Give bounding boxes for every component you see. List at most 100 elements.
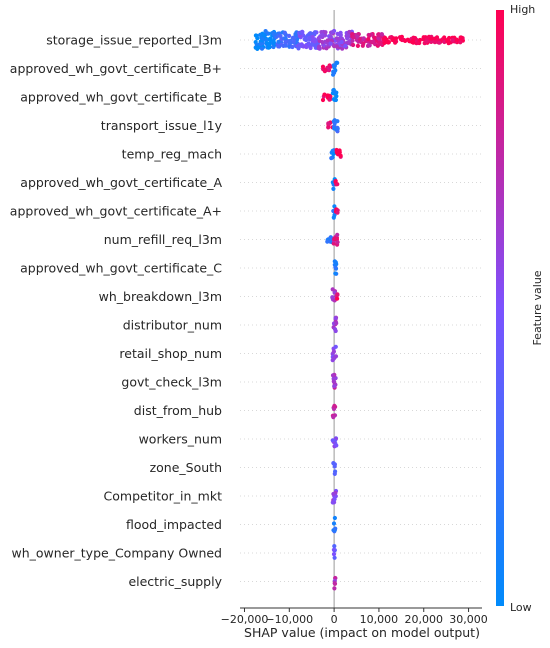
feature-label: retail_shop_num [119, 346, 222, 361]
shap-dot [335, 292, 340, 297]
shap-dot [385, 39, 390, 44]
shap-dot [316, 46, 321, 51]
feature-label: approved_wh_govt_certificate_B+ [10, 61, 222, 76]
shap-dot [331, 215, 336, 220]
shap-dot [366, 36, 371, 42]
shap-dot [413, 36, 418, 41]
shap-dot [263, 29, 268, 34]
shap-dot [322, 92, 327, 97]
shap-dot [287, 44, 292, 49]
shap-dot [331, 241, 336, 246]
shap-dot [255, 45, 260, 50]
shap-dot [310, 42, 315, 47]
feature-label: wh_breakdown_l3m [99, 289, 222, 304]
shap-dot [339, 39, 344, 45]
shap-dot [333, 90, 338, 95]
shap-dot [331, 552, 337, 557]
shap-dot [332, 586, 337, 591]
x-axis: −20,000−10,000 0 10,000 20,000 30,000 [221, 607, 488, 626]
shap-dot [332, 63, 337, 69]
shap-dot [347, 29, 352, 35]
shap-dot [331, 69, 336, 74]
shap-dot [410, 39, 415, 45]
shap-dot [335, 240, 340, 245]
shap-dot [332, 497, 337, 502]
feature-label: num_refill_req_l3m [104, 232, 222, 247]
shap-dot [331, 97, 336, 102]
shap-dot [333, 376, 338, 381]
shap-dot [381, 37, 386, 42]
feature-label: electric_supply [128, 574, 222, 589]
shap-dot [333, 316, 338, 321]
shap-dot [405, 37, 410, 42]
shap-dot [308, 45, 313, 51]
shap-dot [333, 271, 338, 276]
x-tick-label: 30,000 [449, 613, 488, 626]
feature-label: wh_owner_type_Company Owned [12, 546, 223, 561]
shap-dot [291, 39, 297, 44]
shap-dot [323, 68, 328, 73]
shap-dot [276, 44, 281, 49]
shap-dot [424, 39, 429, 44]
shap-dot [309, 31, 314, 36]
shap-dot [331, 186, 336, 191]
shap-dot [367, 43, 372, 48]
shap-dot [333, 344, 338, 349]
colorbar: High Low Feature value [496, 3, 544, 614]
shap-dot [333, 265, 338, 270]
feature-label: Competitor_in_mkt [104, 489, 223, 504]
shap-dot [361, 41, 366, 46]
shap-dot [258, 32, 263, 37]
shap-dot [379, 32, 384, 37]
shap-dot [325, 239, 330, 244]
x-axis-title: SHAP value (impact on model output) [244, 625, 480, 640]
shap-dot [338, 33, 343, 38]
feature-label: govt_check_l3m [121, 375, 222, 390]
shap-dot [332, 384, 337, 389]
shap-dot [376, 42, 382, 47]
shap-dot [333, 178, 338, 184]
shap-dot [350, 38, 355, 43]
shap-dot [334, 44, 339, 49]
shap-dot [313, 43, 318, 48]
shap-dot [283, 43, 288, 48]
shap-dot [330, 500, 335, 505]
shap-dot [372, 35, 377, 41]
shap-dot [361, 36, 366, 41]
shap-dot [290, 44, 295, 50]
x-tick-label: 10,000 [360, 613, 399, 626]
shap-dot [293, 32, 299, 38]
shap-dot [329, 156, 334, 161]
shap-dot [303, 37, 309, 43]
shap-dot [332, 544, 337, 549]
shap-dot [283, 36, 288, 41]
colorbar-high-label: High [510, 3, 535, 16]
feature-label: transport_issue_l1y [101, 118, 223, 133]
shap-dot [334, 36, 339, 41]
shap-dot [320, 97, 326, 103]
shap-dot [331, 461, 336, 466]
shap-dot [334, 150, 339, 155]
shap-dot [266, 42, 271, 47]
shap-dot [330, 30, 335, 35]
shap-dot [366, 33, 371, 38]
shap-dot [271, 32, 276, 37]
shap-dot [332, 327, 338, 332]
shap-dot [335, 60, 340, 65]
shap-dot [332, 555, 337, 560]
shap-dot [345, 36, 350, 41]
feature-label: approved_wh_govt_certificate_A+ [10, 204, 222, 219]
shap-dot [335, 232, 340, 237]
shap-dot [331, 379, 336, 384]
shap-dot [334, 262, 339, 267]
shap-dot [288, 41, 293, 46]
shap-dot [312, 30, 318, 35]
x-tick-label: 0 [331, 613, 338, 626]
shap-dot [271, 39, 276, 44]
feature-label: zone_South [150, 460, 222, 475]
shap-dot [330, 373, 336, 378]
shap-dot [332, 126, 337, 131]
shap-dot [299, 43, 304, 49]
x-tick-label: −20,000 [221, 613, 269, 626]
